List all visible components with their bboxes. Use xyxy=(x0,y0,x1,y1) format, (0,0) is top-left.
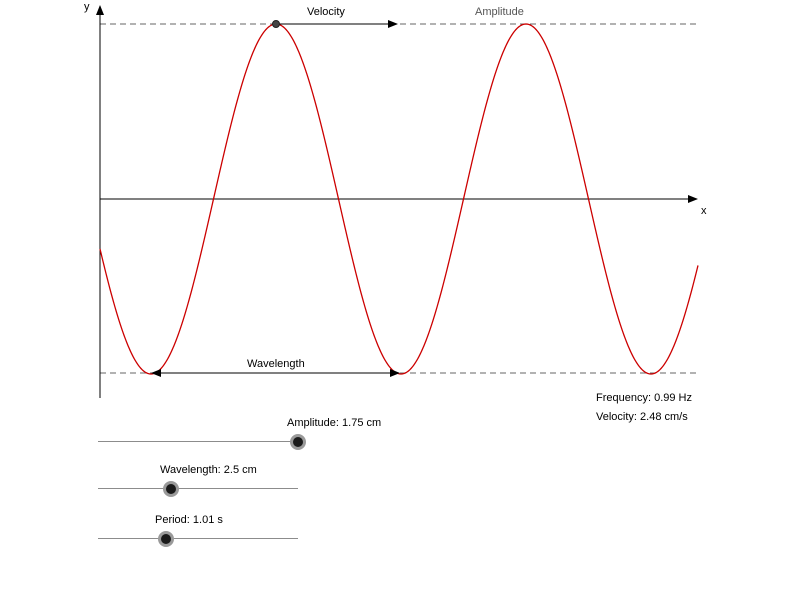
y-axis-label: y xyxy=(84,1,90,13)
wavelength-slider[interactable] xyxy=(98,477,298,501)
wavelength-slider-knob[interactable] xyxy=(163,481,179,497)
period-slider-knob[interactable] xyxy=(158,531,174,547)
period-slider[interactable] xyxy=(98,527,298,551)
velocity-readout: Velocity: 2.48 cm/s xyxy=(596,411,688,423)
period-slider-label: Period: 1.01 s xyxy=(155,514,223,526)
wavelength-label: Wavelength xyxy=(247,358,305,370)
velocity-label: Velocity xyxy=(307,6,345,18)
wavelength-slider-track[interactable] xyxy=(98,488,298,489)
amplitude-slider-label: Amplitude: 1.75 cm xyxy=(287,417,382,429)
amplitude-label: Amplitude xyxy=(475,6,524,18)
period-slider-track[interactable] xyxy=(98,538,298,539)
amplitude-slider-track[interactable] xyxy=(98,441,298,442)
x-axis-label: x xyxy=(701,205,707,217)
wavelength-slider-label: Wavelength: 2.5 cm xyxy=(160,464,257,476)
amplitude-slider-knob[interactable] xyxy=(290,434,306,450)
amplitude-slider[interactable] xyxy=(98,430,306,454)
frequency-readout: Frequency: 0.99 Hz xyxy=(596,392,692,404)
crest-point[interactable] xyxy=(272,20,280,28)
